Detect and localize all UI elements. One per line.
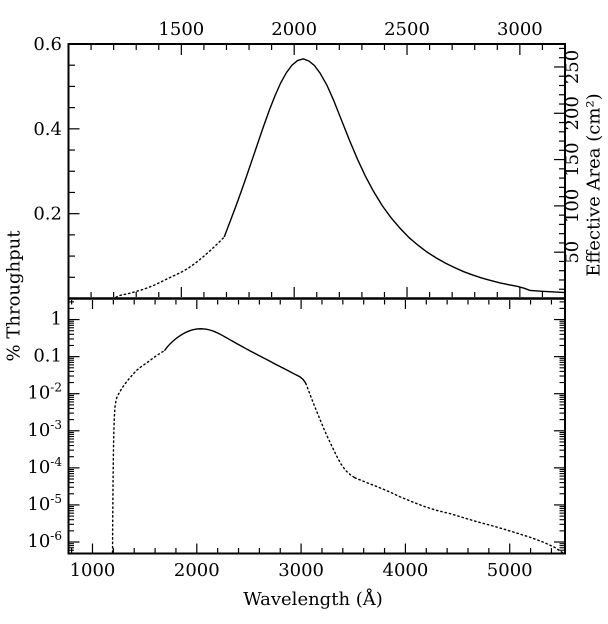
right-y-tick-label: 100 (562, 189, 583, 223)
bottom-x-tick-label: 1000 (70, 560, 116, 581)
bottom-x-tick-label: 3000 (278, 560, 324, 581)
right-y-tick-label: 250 (562, 50, 583, 84)
top-x-tick-label: 2000 (271, 19, 317, 40)
y2-axis-title-effective-area: Effective Area (cm²) (583, 93, 605, 277)
y-axis-title-throughput: % Throughput (3, 230, 25, 362)
curve-main-solid-bottom (163, 328, 307, 384)
bottom-x-tick-label: 5000 (487, 560, 533, 581)
log-y-tick-label: 10-5 (27, 492, 62, 515)
curve-top-tail-solid-top (529, 289, 566, 294)
top-panel-frame (67, 43, 566, 300)
top-y-tick-label: 0.6 (33, 34, 62, 55)
bottom-x-tick-label: 2000 (174, 560, 220, 581)
log-y-tick-label: 10-2 (27, 381, 62, 404)
top-y-tick-label: 0.2 (33, 204, 62, 225)
right-y-tick-label: 150 (562, 142, 583, 176)
log-y-tick-label: 10-4 (27, 455, 62, 478)
curve-red-cutoff-dotted-bottom (305, 382, 356, 479)
right-y-tick-label: 50 (562, 241, 583, 264)
top-x-tick-label: 2500 (384, 19, 430, 40)
right-y-tick-label: 200 (562, 96, 583, 130)
top-x-tick-label: 3000 (497, 19, 543, 40)
log-y-tick-label: 0.1 (33, 346, 62, 367)
x-axis-title-wavelength: Wavelength (Å) (243, 589, 383, 610)
bottom-panel-frame (67, 297, 566, 555)
curve-uv-rise-dotted-bottom (111, 349, 166, 554)
curve-main-solid-top (223, 58, 531, 292)
curve-red-tail-dotted-bottom (354, 477, 565, 554)
log-y-tick-label: 10-3 (27, 418, 62, 441)
top-x-tick-label: 1500 (158, 19, 204, 40)
log-y-tick-label: 10-6 (27, 529, 62, 552)
log-y-tick-label: 1 (51, 309, 62, 330)
bottom-x-tick-label: 4000 (383, 560, 429, 581)
top-y-tick-label: 0.4 (33, 119, 62, 140)
curve-uv-rise-dotted-top (111, 236, 225, 299)
